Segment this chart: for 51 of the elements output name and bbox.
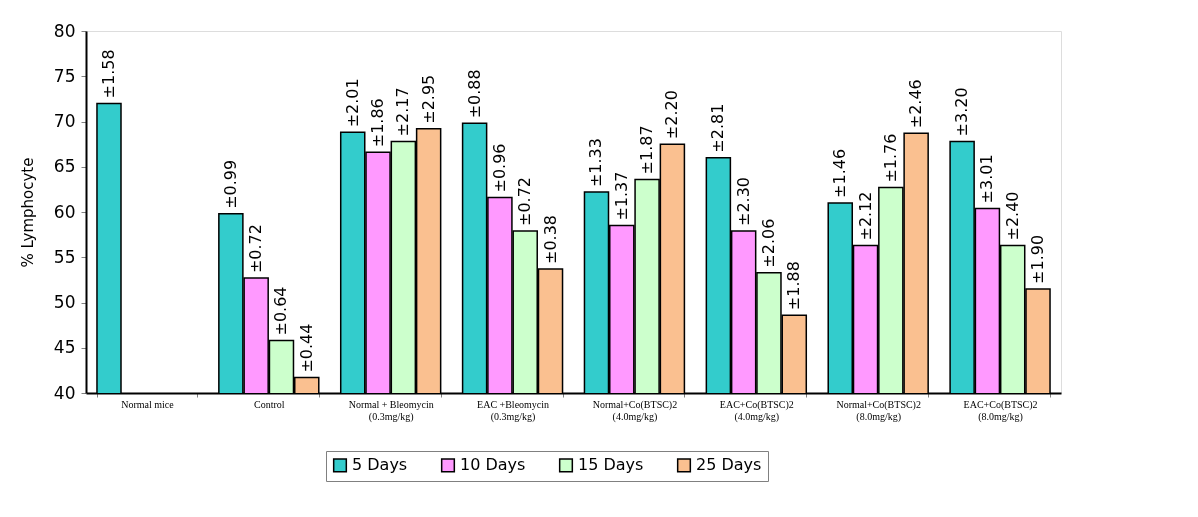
- y-axis-title: % Lymphocyte: [18, 157, 37, 268]
- y-tick-label: 45: [53, 337, 76, 358]
- annotation: ±1.90: [1028, 234, 1048, 284]
- annotation: ±2.17: [393, 87, 413, 137]
- y-tick-label: 50: [53, 292, 76, 312]
- x-tick-label: EAC+Co(BTSC)2 (4.0mg/kg): [719, 398, 794, 423]
- y-tick-label: 40: [53, 382, 76, 403]
- annotation: ±1.86: [368, 98, 388, 148]
- annotation: ±1.87: [637, 125, 657, 175]
- x-tick-label: Normal + Bleomycin (0.3mg/kg): [348, 398, 434, 423]
- y-tick-label: 65: [53, 156, 76, 177]
- annotation: ±0.72: [515, 176, 535, 227]
- annotation: ±2.46: [906, 79, 926, 129]
- annotation: ±2.81: [708, 103, 728, 153]
- x-tick-label: Normal mice: [121, 398, 175, 410]
- annotation: ±0.64: [271, 286, 291, 336]
- annotation: ±0.38: [540, 214, 560, 265]
- annotation: ±1.76: [880, 133, 900, 183]
- legend-label: 25 Days: [696, 455, 762, 475]
- y-tick-label: 75: [53, 65, 76, 86]
- annotation: ±2.20: [662, 90, 682, 140]
- annotation: ±0.88: [464, 69, 484, 119]
- x-tick-label: EAC+Co(BTSC)2 (8.0mg/kg): [963, 398, 1038, 423]
- annotation: ±2.95: [418, 74, 438, 124]
- annotation: ±1.33: [586, 138, 606, 188]
- x-tick-label: Control: [254, 398, 285, 410]
- annotation: ±1.58: [98, 49, 118, 99]
- annotation: ±1.88: [784, 261, 804, 311]
- annotation: ±1.46: [830, 148, 850, 198]
- annotation: ±0.96: [489, 143, 509, 193]
- annotation: ±0.44: [296, 323, 316, 373]
- annotation: ±2.12: [855, 191, 875, 241]
- annotation: ±0.72: [246, 224, 266, 274]
- x-tick-label: Normal+Co(BTSC)2 (4.0mg/kg): [592, 398, 678, 423]
- legend-label: 15 Days: [578, 455, 644, 475]
- annotation: ±2.30: [733, 176, 753, 227]
- annotation: ±3.20: [952, 87, 972, 137]
- x-tick-label: EAC +Bleomycin (0.3mg/kg): [477, 398, 550, 423]
- y-tick-label: 70: [53, 111, 76, 131]
- annotation: ±3.01: [977, 154, 997, 204]
- y-tick-label: 80: [53, 20, 76, 41]
- y-tick-label: 60: [53, 201, 76, 222]
- y-tick-label: 55: [53, 246, 76, 267]
- legend-label: 10 Days: [460, 455, 526, 475]
- annotation: ±2.40: [1002, 191, 1022, 241]
- annotation: ±2.01: [342, 78, 362, 128]
- annotation: ±0.99: [220, 159, 240, 209]
- annotation: ±1.37: [611, 171, 631, 221]
- annotation: ±2.06: [758, 218, 778, 268]
- x-tick-label: Normal+Co(BTSC)2 (8.0mg/kg): [836, 398, 921, 423]
- legend-label: 5 Days: [352, 455, 408, 475]
